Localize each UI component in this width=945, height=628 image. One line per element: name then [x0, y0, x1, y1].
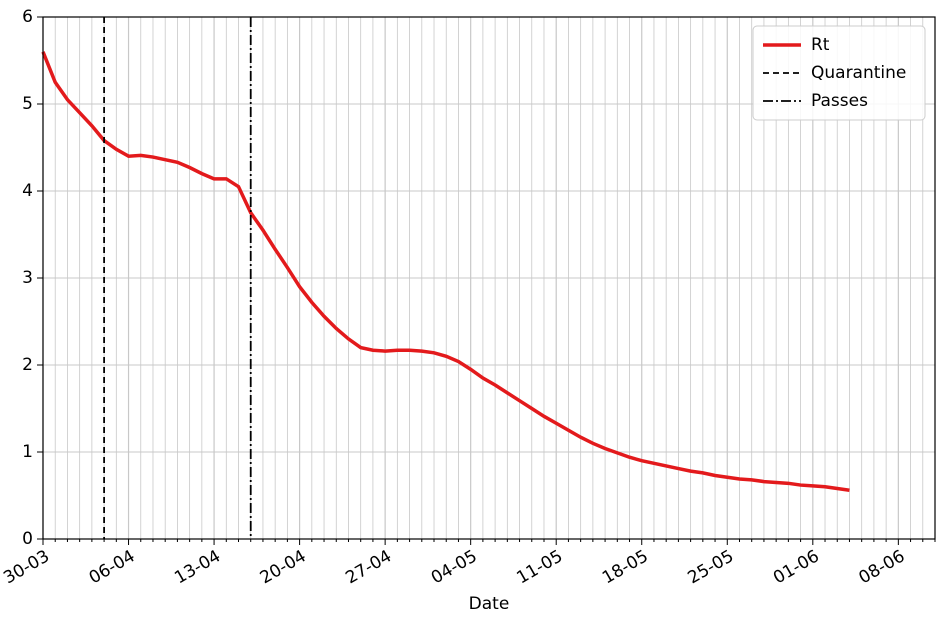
x-tick-label: 27-04 — [342, 546, 395, 588]
y-tick-label: 2 — [22, 355, 33, 375]
y-tick-label: 1 — [22, 442, 33, 462]
y-tick-label: 6 — [22, 7, 33, 27]
x-tick-label: 11-05 — [513, 546, 566, 588]
y-tick-label: 3 — [22, 268, 33, 288]
x-tick-label: 20-04 — [257, 546, 310, 588]
y-tick-label: 5 — [22, 94, 33, 114]
y-tick-label: 4 — [22, 181, 33, 201]
x-tick-label: 06-04 — [86, 546, 139, 588]
legend-label: Rt — [811, 35, 830, 55]
y-tick-label: 0 — [22, 529, 33, 549]
legend-label: Quarantine — [811, 63, 906, 83]
x-tick-label: 25-05 — [684, 546, 737, 588]
x-tick-label: 01-06 — [770, 546, 823, 588]
data-line — [41, 51, 850, 493]
x-tick-label: 08-06 — [856, 546, 909, 588]
x-axis-label: Date — [469, 594, 510, 614]
x-tick-label: 30-03 — [0, 546, 53, 588]
x-tick-label: 18-05 — [599, 546, 652, 588]
x-tick-label: 13-04 — [171, 546, 224, 588]
legend-label: Passes — [811, 91, 868, 111]
plot-frame — [42, 16, 936, 540]
legend-box — [752, 25, 926, 121]
x-tick-label: 04-05 — [428, 546, 481, 588]
